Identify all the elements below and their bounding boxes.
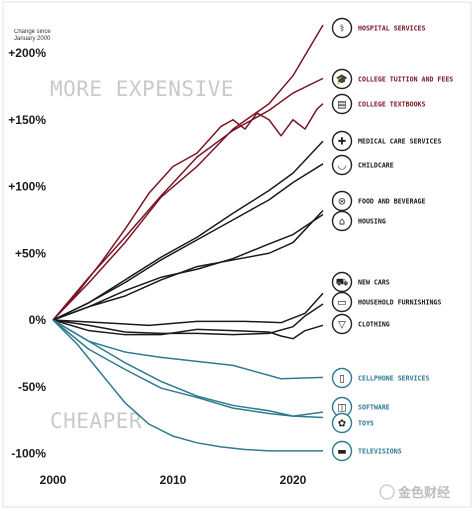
sofa-icon: ▭ (337, 298, 346, 309)
y-tick-label: +200% (8, 46, 46, 60)
watermark-text: 金色财经 (397, 485, 450, 500)
series-label: CELLPHONE SERVICES (358, 374, 429, 382)
series-line (52, 210, 324, 321)
series-line (52, 213, 324, 321)
legend-entry: ⊛ FOOD AND BEVERAGE (331, 190, 426, 212)
toy-icon: ✿ (338, 419, 346, 430)
legend-icon-ring (331, 93, 353, 115)
shirt-icon: ▽ (338, 320, 346, 331)
series-line (52, 140, 324, 321)
legend-entry: ✿ TOYS (331, 412, 374, 434)
y-tick-label: -50% (18, 380, 46, 394)
series-line (52, 319, 324, 419)
series-label: SOFTWARE (358, 403, 390, 411)
legend-entry: ▤ COLLEGE TEXTBOOKS (331, 93, 426, 115)
house-icon: ⌂ (339, 217, 345, 228)
stroller-icon: ◡ (338, 161, 347, 172)
legend-entry: ▽ CLOTHING (331, 313, 390, 335)
series-line (52, 24, 324, 321)
legend-icon-ring (331, 154, 353, 176)
legend-entry: ✚ MEDICAL CARE SERVICES (331, 130, 441, 152)
y-tick-label: +50% (15, 246, 46, 260)
series-label: COLLEGE TEXTBOOKS (358, 100, 426, 108)
watermark-logo-icon (379, 484, 395, 500)
legend-entry: ◡ CHILDCARE (331, 154, 394, 176)
series-label: CLOTHING (358, 320, 390, 328)
software-icon: ◫ (337, 403, 346, 414)
series-label: COLLEGE TUITION AND FEES (358, 75, 453, 83)
x-tick-label: 2020 (280, 473, 307, 487)
series-line (52, 319, 324, 417)
series-line (52, 77, 324, 321)
book-icon: ▤ (337, 100, 346, 111)
series-label: NEW CARS (358, 278, 390, 286)
legend-icon-ring (331, 412, 353, 434)
series-label: HOUSING (358, 217, 386, 225)
legend-entry: 🎓 COLLEGE TUITION AND FEES (331, 68, 453, 90)
legend-icon-ring (331, 440, 353, 462)
watermark: 金色财经 (379, 484, 450, 500)
hospital-icon: ⚕ (339, 24, 344, 35)
tv-icon: ▬ (337, 447, 346, 458)
legend-entry: ⌂ HOUSING (331, 210, 386, 232)
legend-icon-ring (331, 313, 353, 335)
x-tick-label: 2000 (40, 473, 67, 487)
car-icon: ⛟ (336, 278, 349, 289)
legend-entry: ◫ SOFTWARE (331, 396, 390, 418)
subtitle-box: Change since January 2000 (14, 29, 51, 42)
legend-icon-ring (331, 210, 353, 232)
series-line (52, 163, 324, 321)
graduation-cap-icon: 🎓 (336, 74, 348, 86)
legend-icon-ring (331, 130, 353, 152)
x-tick-label: 2010 (160, 473, 187, 487)
legend-entry: ⛟ NEW CARS (331, 271, 390, 293)
legend-icon-ring (331, 291, 353, 313)
series-label: TELEVISIONS (358, 447, 402, 455)
legend-entry: ▭ HOUSEHOLD FURNISHINGS (331, 291, 441, 313)
series-label: FOOD AND BEVERAGE (358, 197, 426, 205)
series-line (52, 319, 324, 340)
series-label: HOSPITAL SERVICES (358, 24, 426, 32)
y-tick-label: +150% (8, 113, 46, 127)
food-icon: ⊛ (338, 197, 346, 208)
chart-subtitle-text: Change since January 2000 (14, 29, 51, 42)
legend-entry: ⚕ HOSPITAL SERVICES (331, 17, 426, 39)
series-line (52, 319, 324, 380)
series-line (52, 103, 324, 321)
legend-icon-ring (331, 17, 353, 39)
y-tick-label: 0% (29, 313, 47, 327)
series-line (52, 303, 324, 336)
phone-icon: ▯ (339, 374, 345, 385)
series-label: TOYS (358, 419, 374, 427)
medical-kit-icon: ✚ (338, 137, 346, 148)
legend-icon-ring (331, 68, 353, 90)
legend-entry: ▯ CELLPHONE SERVICES (331, 367, 429, 389)
legend-icon-ring (331, 367, 353, 389)
series-label: HOUSEHOLD FURNISHINGS (358, 298, 441, 306)
annotation-cheaper: CHEAPER (50, 409, 142, 433)
y-tick-label: -100% (11, 447, 46, 461)
legend-entry: ▬ TELEVISIONS (331, 440, 402, 462)
legend-icon-ring (331, 271, 353, 293)
series-line (52, 319, 323, 452)
series-label: CHILDCARE (358, 161, 394, 169)
series-label: MEDICAL CARE SERVICES (358, 137, 441, 145)
series-line (52, 292, 324, 327)
annotation-more-expensive: MORE EXPENSIVE (50, 77, 234, 101)
y-tick-label: +100% (8, 180, 46, 194)
legend-icon-ring (331, 190, 353, 212)
